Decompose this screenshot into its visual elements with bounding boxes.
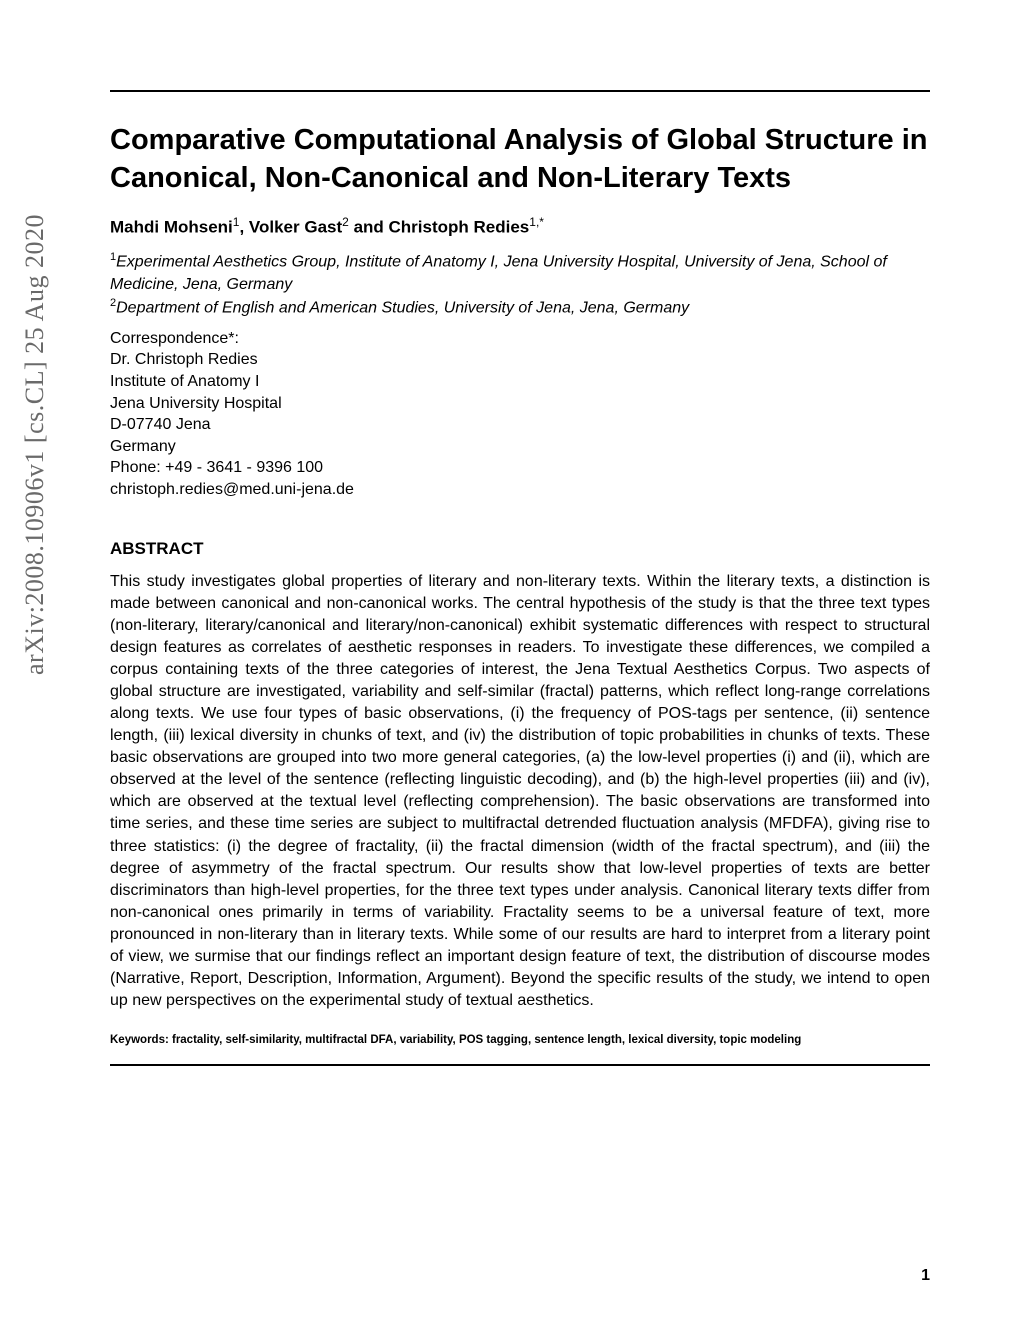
author-name: Christoph Redies	[389, 218, 530, 237]
affiliations-block: 1Experimental Aesthetics Group, Institut…	[110, 250, 930, 320]
authors-line: Mahdi Mohseni1, Volker Gast2 and Christo…	[110, 215, 930, 238]
correspondence-line: Jena University Hospital	[110, 393, 930, 415]
top-rule	[110, 90, 930, 92]
correspondence-label: Correspondence*:	[110, 328, 930, 350]
page-content: Comparative Computational Analysis of Gl…	[0, 0, 1020, 1320]
author-affil-sup: 1,*	[529, 215, 544, 229]
keywords-line: Keywords: fractality, self-similarity, m…	[110, 1032, 930, 1048]
author-name: Volker Gast	[249, 218, 342, 237]
correspondence-line: christoph.redies@med.uni-jena.de	[110, 479, 930, 501]
affiliation-line: 1Experimental Aesthetics Group, Institut…	[110, 250, 930, 296]
author-affil-sup: 2	[342, 215, 349, 229]
affil-text: Experimental Aesthetics Group, Institute…	[110, 253, 887, 292]
correspondence-line: D-07740 Jena	[110, 414, 930, 436]
affil-text: Department of English and American Studi…	[116, 299, 689, 316]
page-number: 1	[921, 1267, 930, 1285]
author-separator: ,	[239, 218, 248, 237]
paper-title: Comparative Computational Analysis of Gl…	[110, 122, 930, 197]
author-name: Mahdi Mohseni	[110, 218, 233, 237]
bottom-rule	[110, 1064, 930, 1066]
abstract-heading: ABSTRACT	[110, 539, 930, 559]
abstract-text: This study investigates global propertie…	[110, 571, 930, 1013]
author-separator: and	[349, 218, 389, 237]
correspondence-line: Dr. Christoph Redies	[110, 349, 930, 371]
correspondence-line: Phone: +49 - 3641 - 9396 100	[110, 457, 930, 479]
correspondence-line: Institute of Anatomy I	[110, 371, 930, 393]
correspondence-line: Germany	[110, 436, 930, 458]
correspondence-block: Correspondence*: Dr. Christoph Redies In…	[110, 328, 930, 501]
affiliation-line: 2Department of English and American Stud…	[110, 296, 930, 320]
